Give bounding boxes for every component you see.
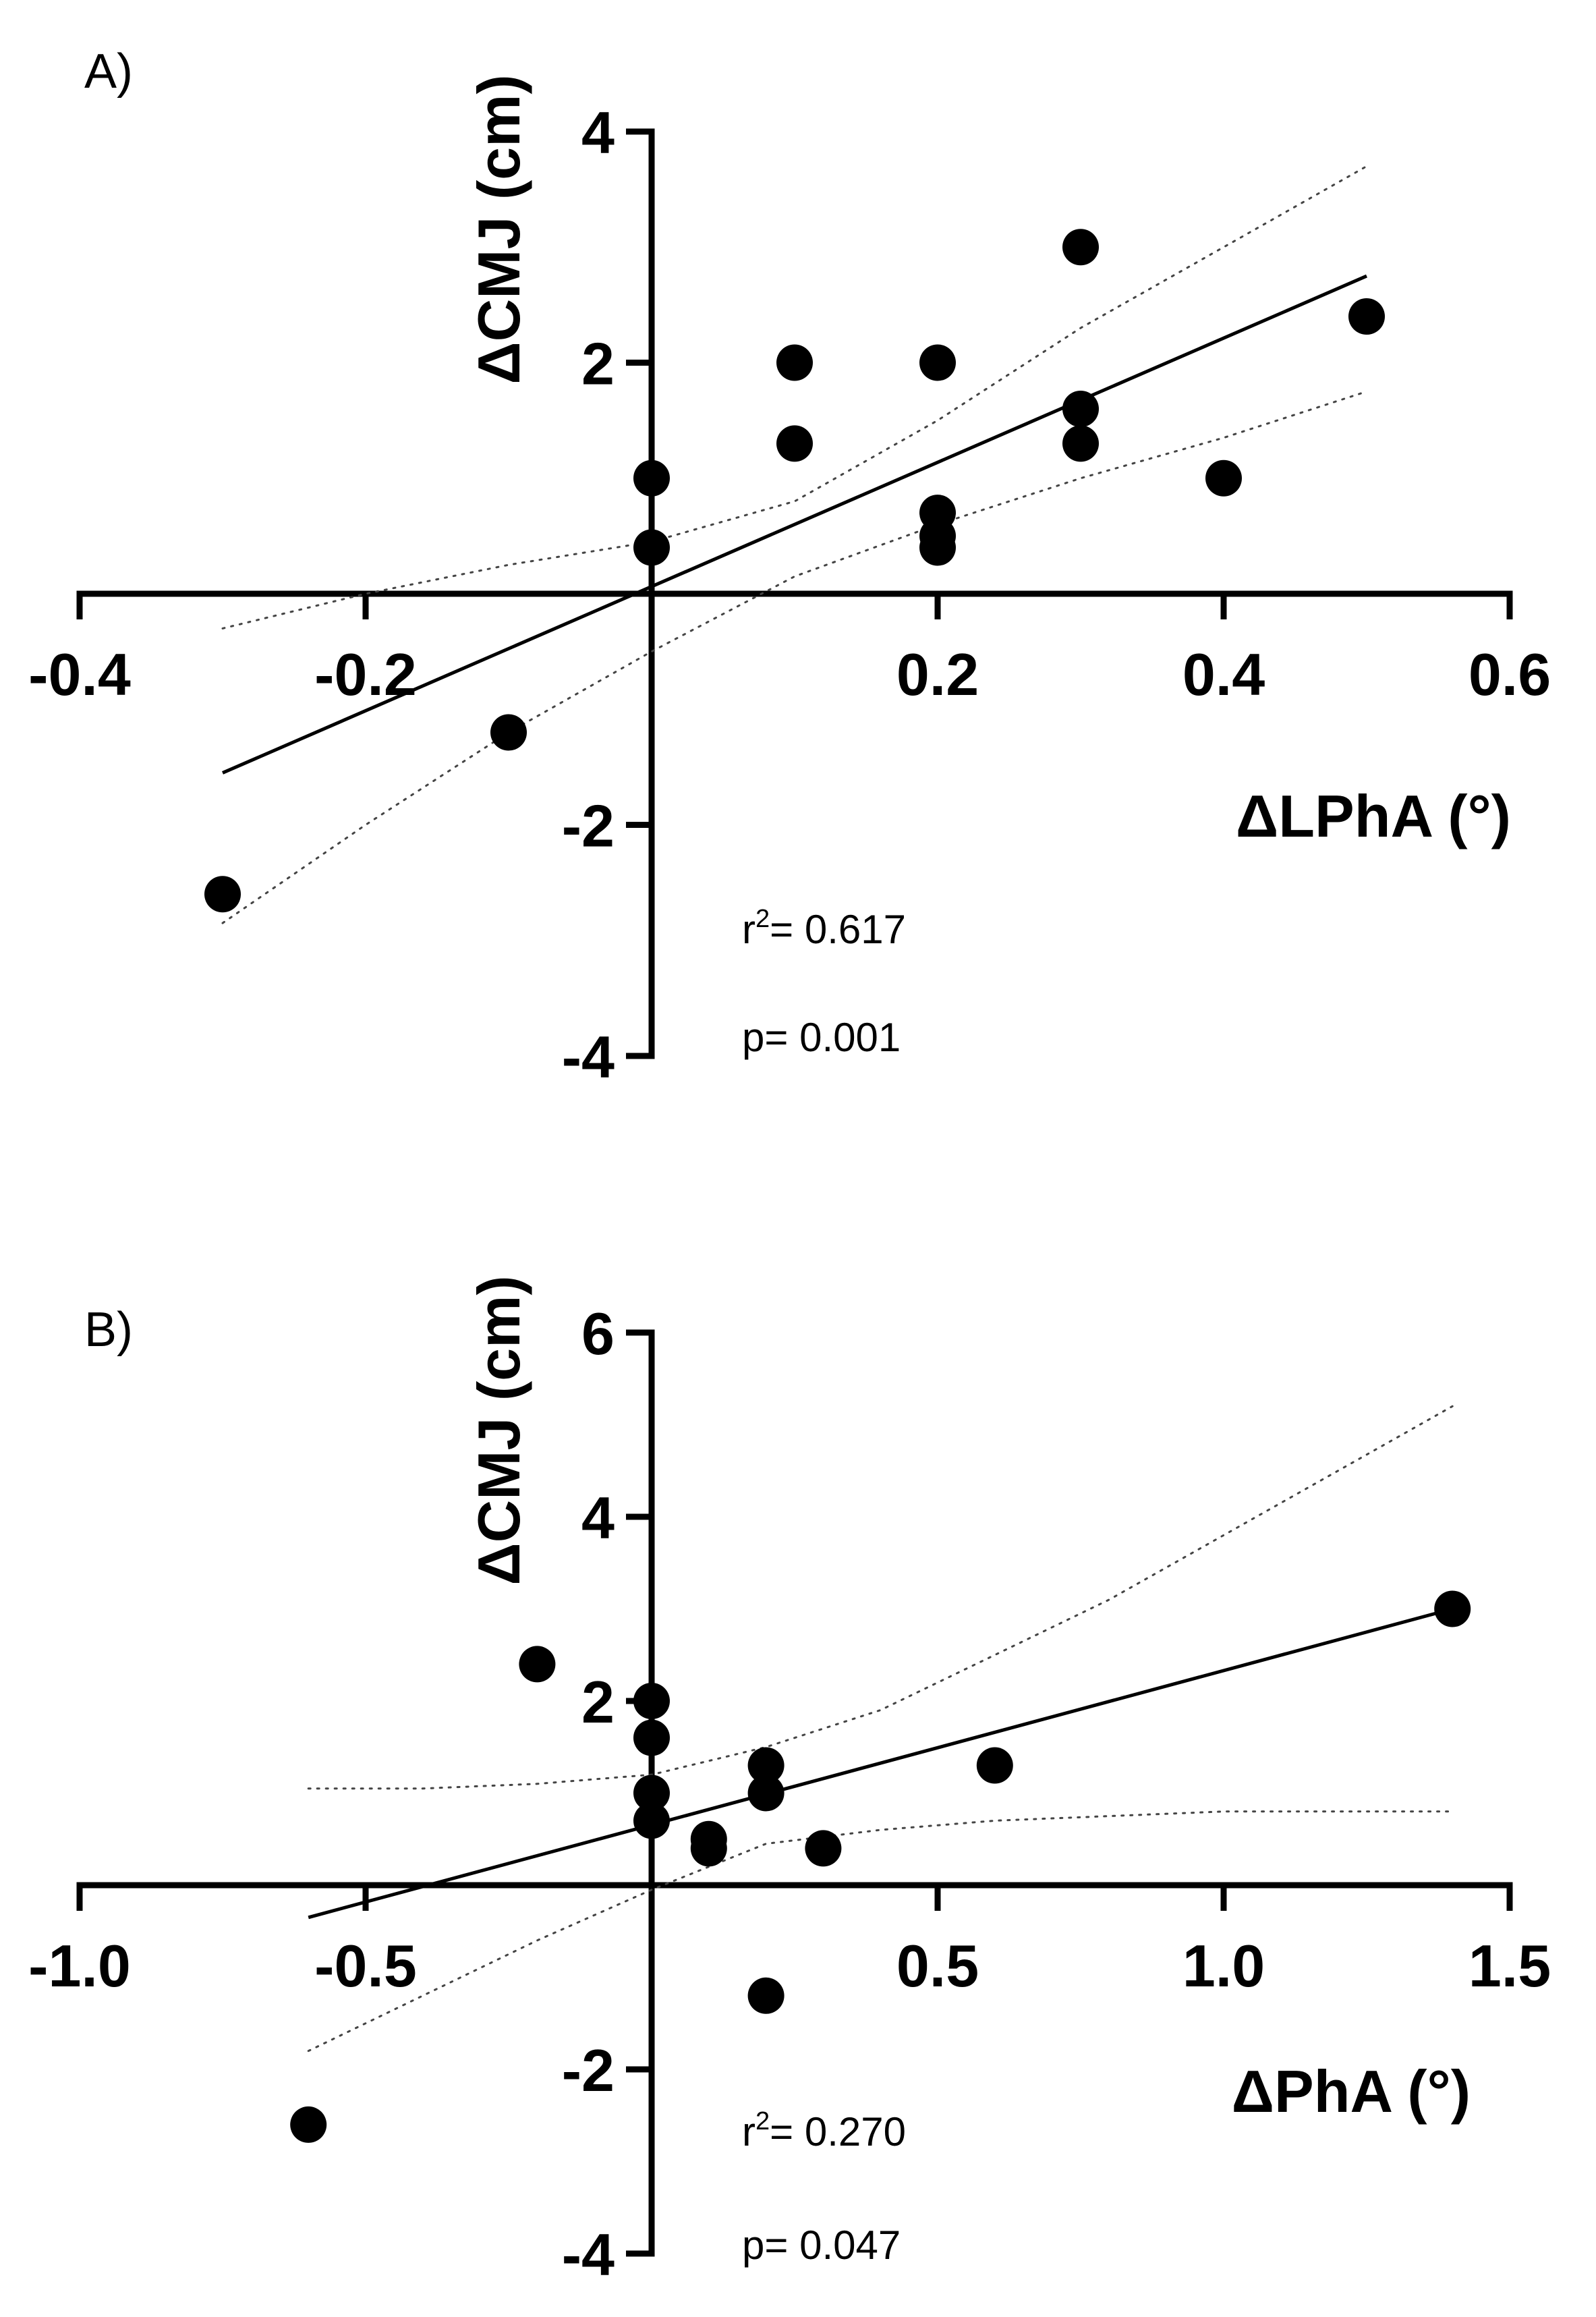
panel-b-data-point — [1434, 1590, 1471, 1627]
panel-b-y-tick-label: 4 — [581, 1484, 615, 1551]
panel-b-r2-value: = 0.270 — [770, 2109, 906, 2154]
panel-b-data-point — [519, 1646, 556, 1683]
panel-a-data-point — [490, 714, 527, 751]
panel-b-ci-upper — [307, 1405, 1454, 1790]
panel-a-r2-sup: 2 — [756, 905, 770, 933]
panel-a-data-point — [204, 876, 241, 913]
panel-b-x-tick-label: 1.5 — [1469, 1932, 1551, 1999]
panel-a-x-tick-label: 0.6 — [1469, 641, 1551, 708]
panel-a-r2-annotation: r2= 0.617 — [742, 905, 906, 952]
panel-b-data-point — [747, 1977, 785, 2014]
panel-a-data-point — [633, 459, 670, 497]
panel-a-data-point — [1062, 391, 1099, 427]
panel-b: B) ΔCMJ (cm) ΔPhA (°) r2= 0.270 p= 0.047… — [28, 1275, 1551, 2288]
panel-b-data-point — [633, 1802, 670, 1839]
panel-a-data-point — [1062, 425, 1099, 462]
panel-a-x-tick-label: 0.4 — [1182, 641, 1265, 708]
panel-b-ci-lower — [307, 1810, 1454, 2053]
panel-b-x-tick-label: 1.0 — [1182, 1932, 1265, 1999]
panel-b-r2-annotation: r2= 0.270 — [742, 2107, 906, 2154]
panel-b-y-tick-label: 6 — [581, 1300, 615, 1367]
panel-a-y-tick-label: -4 — [562, 1024, 615, 1090]
panel-b-data-point — [690, 1830, 727, 1867]
panel-b-plot: -1.0 -0.5 0.5 1.0 1.5 -4 -2 2 4 6 — [28, 1300, 1551, 2288]
panel-b-y-tick-label: -2 — [562, 2037, 615, 2104]
panel-b-y-axis-title: ΔCMJ (cm) — [465, 1275, 532, 1585]
panel-a-plot: -0.4 -0.2 0.2 0.4 0.6 -4 -2 2 4 — [28, 99, 1551, 1090]
panel-b-p-annotation: p= 0.047 — [742, 2223, 901, 2268]
panel-b-x-axis-title: ΔPhA (°) — [1232, 2058, 1471, 2125]
panel-b-data-point — [805, 1830, 842, 1867]
panel-b-y-tick-label: -4 — [562, 2221, 615, 2288]
panel-a-data-point — [1205, 459, 1242, 497]
panel-a-r2-prefix: r — [742, 907, 756, 952]
panel-a-ci-upper — [221, 165, 1368, 630]
panel-b-regression-line — [308, 1607, 1453, 1920]
panel-a-y-axis-title: ΔCMJ (cm) — [465, 74, 532, 384]
panel-b-x-tick-label: 0.5 — [896, 1932, 979, 1999]
panel-a-data-point — [1062, 229, 1099, 266]
panel-b-r2-sup: 2 — [756, 2107, 770, 2135]
panel-a-label: A) — [84, 45, 133, 99]
panel-b-data-point — [290, 2106, 327, 2143]
panel-a-x-axis-title: ΔLPhA (°) — [1236, 783, 1511, 849]
panel-a-data-point — [919, 344, 956, 381]
panel-b-data-point — [747, 1747, 785, 1784]
panel-b-label: B) — [84, 1303, 133, 1357]
panel-b-data-point — [633, 1683, 670, 1719]
panel-a-data-point — [776, 344, 813, 381]
panel-b-y-tick-label: 2 — [581, 1669, 615, 1735]
panel-a-regression-line — [222, 274, 1367, 775]
panel-a-y-tick-label: -2 — [562, 793, 615, 860]
panel-a-data-point — [776, 425, 813, 462]
panel-b-data-point — [633, 1719, 670, 1756]
panel-a-r2-value: = 0.617 — [770, 907, 906, 952]
panel-a-y-tick-label: 2 — [581, 331, 615, 397]
panel-b-data-point — [633, 1775, 670, 1812]
panel-a-x-tick-label: -0.4 — [28, 641, 131, 708]
panel-a-x-tick-label: 0.2 — [896, 641, 979, 708]
panel-a-data-point — [919, 529, 956, 566]
panel-a-x-tick-label: -0.2 — [314, 641, 417, 708]
panel-a-ci-lower — [221, 390, 1368, 924]
panel-a-data-point — [1348, 298, 1385, 335]
panel-a: A) ΔCMJ (cm) ΔLPhA (°) r2= 0.617 p= 0.00… — [28, 45, 1551, 1090]
panel-b-r2-prefix: r — [742, 2109, 756, 2154]
panel-a-y-tick-label: 4 — [581, 99, 615, 166]
panel-a-data-point — [633, 529, 670, 566]
panel-b-data-point — [747, 1775, 785, 1812]
panel-b-x-tick-label: -1.0 — [28, 1932, 131, 1999]
panel-a-p-annotation: p= 0.001 — [742, 1015, 901, 1060]
panel-b-x-tick-label: -0.5 — [314, 1932, 417, 1999]
panel-b-data-point — [976, 1747, 1013, 1784]
